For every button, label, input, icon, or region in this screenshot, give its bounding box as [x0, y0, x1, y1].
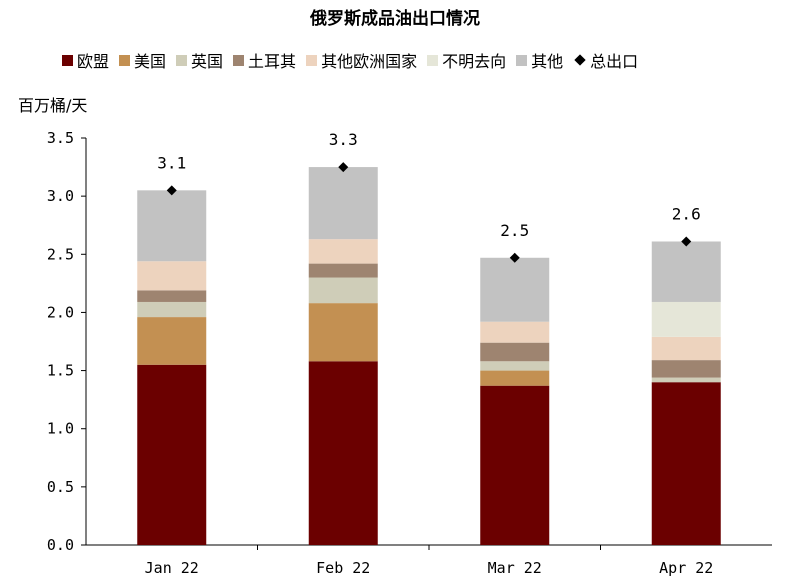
y-axis-unit-label: 百万桶/天	[18, 96, 88, 115]
bar-segment	[651, 336, 721, 361]
x-tick-label: Apr 22	[659, 559, 713, 577]
legend-label: 总出口	[590, 52, 639, 71]
bar-segment	[651, 377, 721, 383]
bar-segment	[137, 290, 207, 302]
bar-segment	[137, 190, 207, 262]
legend-label: 美国	[134, 52, 167, 71]
legend-item: 其他	[516, 48, 563, 72]
legend-item: 不明去向	[427, 48, 506, 72]
total-data-label: 2.5	[500, 221, 529, 240]
chart-title: 俄罗斯成品油出口情况	[310, 9, 480, 29]
legend-item: 美国	[119, 48, 166, 72]
y-tick-label: 3.5	[47, 129, 74, 147]
y-tick-label: 2.5	[47, 245, 74, 263]
bar-segment	[308, 239, 378, 264]
y-tick-label: 3.0	[47, 187, 74, 205]
bar-segment	[137, 261, 207, 291]
bar-segment	[137, 301, 207, 318]
bar-segment	[480, 321, 550, 343]
legend-swatch	[62, 54, 73, 66]
y-tick-label: 1.5	[47, 362, 74, 380]
legend-item: 其他欧洲国家	[306, 48, 417, 72]
legend-swatch	[119, 54, 131, 66]
legend-item: 英国	[176, 48, 223, 72]
bar-segment	[480, 370, 550, 386]
total-marker	[338, 162, 349, 173]
y-tick-label: 1.0	[47, 420, 74, 438]
bar-segment	[651, 382, 721, 545]
bar-segment	[308, 167, 378, 240]
legend-swatch	[233, 54, 245, 66]
total-marker	[166, 185, 177, 196]
bar-segment	[480, 342, 550, 362]
x-tick-label: Feb 22	[316, 559, 370, 577]
bar-segment	[308, 277, 378, 304]
legend-item: 欧盟	[62, 48, 109, 72]
legend-swatch	[516, 54, 528, 66]
bar-segment	[480, 257, 550, 322]
total-data-label: 2.6	[672, 204, 701, 223]
bar-segment	[137, 317, 207, 365]
legend-label: 其他欧洲国家	[321, 52, 418, 71]
bar-segment	[651, 301, 721, 337]
bar-segment	[137, 364, 207, 545]
legend-swatch	[427, 54, 439, 66]
legend-label: 其他	[531, 52, 564, 71]
total-marker	[509, 252, 520, 263]
legend-label: 不明去向	[442, 52, 507, 71]
legend-item: 土耳其	[233, 48, 296, 72]
legend-label: 欧盟	[77, 52, 110, 71]
legend-swatch	[306, 54, 318, 66]
legend-label: 英国	[191, 52, 224, 71]
bar-segment	[480, 385, 550, 545]
x-tick-label: Jan 22	[145, 559, 199, 577]
bar-segment	[308, 303, 378, 362]
legend-label: 土耳其	[248, 52, 297, 71]
legend: 欧盟 美国 英国 土耳其 其他欧洲国家 不明去向 其他 总出口	[62, 47, 638, 73]
bar-segment	[651, 360, 721, 378]
bar-segment	[308, 361, 378, 545]
legend-item-total: 总出口	[573, 48, 638, 72]
total-data-label: 3.1	[157, 153, 186, 172]
total-data-label: 3.3	[329, 130, 358, 149]
bar-segment	[480, 361, 550, 371]
y-tick-label: 0.5	[47, 478, 74, 496]
y-tick-label: 2.0	[47, 303, 74, 321]
x-tick-label: Mar 22	[488, 559, 542, 577]
legend-swatch	[176, 54, 188, 66]
total-marker	[681, 236, 692, 247]
bar-segment	[308, 263, 378, 278]
bar-segment	[651, 241, 721, 302]
y-tick-label: 0.0	[47, 536, 74, 554]
